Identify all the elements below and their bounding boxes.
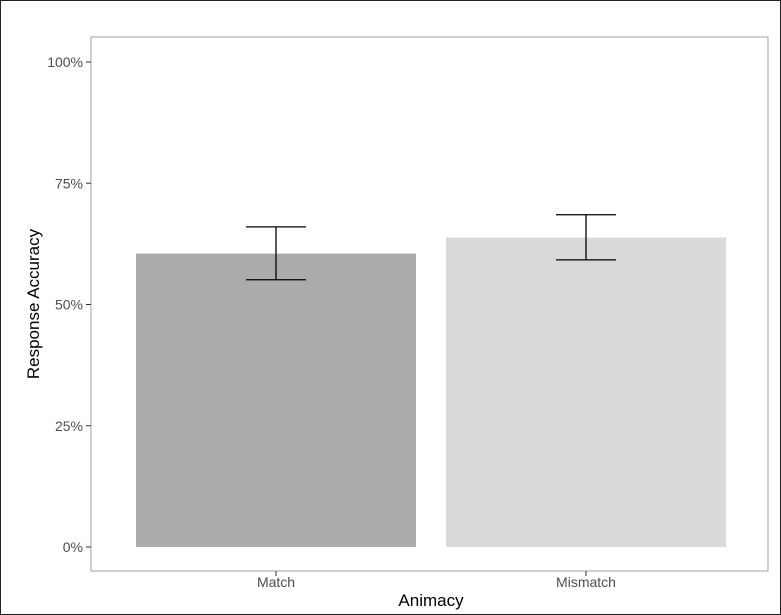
error-bars <box>246 214 616 281</box>
y-tick-label: 100% <box>47 54 83 70</box>
bar-mismatch <box>446 237 726 547</box>
x-axis-title: Animacy <box>398 591 464 610</box>
error-bar-match <box>246 226 306 281</box>
y-axis: 0% 25% 50% 75% 100% <box>47 54 91 555</box>
bars <box>136 237 726 547</box>
error-bar-mismatch <box>556 214 616 261</box>
x-axis: Match Mismatch <box>257 571 616 590</box>
x-tick-label-match: Match <box>257 574 295 590</box>
x-tick-label-mismatch: Mismatch <box>556 574 616 590</box>
y-tick-label: 50% <box>55 297 83 313</box>
y-tick-label: 75% <box>55 175 83 191</box>
y-tick-label: 25% <box>55 418 83 434</box>
bar-match <box>136 253 416 547</box>
y-axis-title: Response Accuracy <box>24 228 43 379</box>
y-tick-label: 0% <box>63 539 83 555</box>
